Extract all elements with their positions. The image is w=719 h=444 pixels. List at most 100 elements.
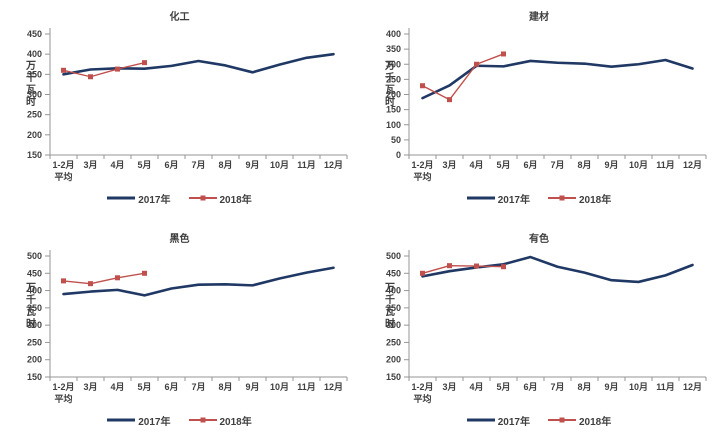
x-tick-label: 5月 [137, 160, 151, 170]
legend-label-2018: 2018年 [579, 416, 612, 428]
x-tick-label: 9月 [245, 160, 259, 170]
y-tick-label: 200 [386, 355, 401, 365]
y-axis-label-char: 瓦 [385, 306, 395, 318]
y-tick-label: 150 [386, 105, 401, 115]
x-tick-label: 7月 [191, 160, 205, 170]
x-tick-label: 3月 [442, 382, 456, 392]
chart-title: 黑色 [169, 234, 190, 245]
x-tick-label: 平均 [413, 171, 431, 182]
x-tick-label: 平均 [54, 171, 72, 182]
y-tick-label: 150 [386, 372, 401, 382]
chart-title: 有色 [529, 234, 549, 245]
series-line-2018年 [421, 264, 505, 274]
y-tick-label: 250 [27, 110, 42, 120]
y-tick-label: 350 [386, 303, 401, 313]
chart-panel-chemical: 化工 万千瓦时 150 200 250 300 350 400 450 1-2月 平均 3月 4月 5… [0, 0, 359, 222]
legend-label-2018: 2018年 [579, 194, 612, 206]
series-marker-2018年 [115, 66, 120, 72]
series-marker-2018年 [501, 264, 506, 270]
y-tick-label: 400 [386, 286, 401, 296]
series-marker-2018年 [420, 270, 425, 276]
y-tick-label: 150 [27, 150, 42, 160]
x-tick-label: 平均 [54, 393, 72, 404]
chart-legend: 2017年 2018年 [359, 410, 719, 430]
x-tick-label: 1-2月 [52, 382, 74, 392]
legend-item-2018: 2018年 [548, 191, 611, 206]
y-tick-label: 400 [27, 286, 42, 296]
y-tick-label: 250 [386, 337, 401, 347]
chart-title: 建材 [529, 12, 549, 23]
legend-label-2018: 2018年 [219, 194, 252, 206]
chart-title: 化工 [169, 12, 190, 23]
y-axis-label: 万千瓦时 [26, 283, 36, 331]
y-tick-label: 450 [386, 268, 401, 278]
y-tick-label: 450 [27, 29, 42, 39]
x-tick-label: 10月 [629, 382, 648, 392]
legend-line-2017-icon [107, 416, 136, 425]
series-marker-2018年 [88, 281, 93, 287]
legend-line-2017-icon [466, 416, 495, 425]
y-axis-label-char: 万 [385, 60, 395, 72]
series-marker-2018年 [474, 263, 479, 269]
x-tick-label: 6月 [523, 382, 537, 392]
x-tick-label: 11月 [656, 160, 675, 170]
x-tick-label: 6月 [164, 160, 178, 170]
y-tick-label: 300 [386, 59, 401, 69]
y-tick-label: 400 [27, 49, 42, 59]
y-tick-label: 300 [27, 320, 42, 330]
series-marker-2018年 [61, 278, 66, 284]
series-marker-2018年 [447, 263, 452, 269]
x-tick-label: 4月 [110, 160, 124, 170]
series-line-2017年 [62, 266, 335, 297]
legend-label-2017: 2017年 [138, 194, 171, 206]
y-axis-label-char: 千 [26, 294, 36, 306]
x-tick-label: 11月 [297, 160, 316, 170]
series-marker-2018年 [420, 83, 425, 89]
y-tick-label: 300 [27, 90, 42, 100]
x-tick-label: 7月 [550, 160, 564, 170]
y-axis-label-char: 千 [385, 294, 395, 306]
legend-item-2017: 2017年 [107, 413, 171, 428]
series-line-2018年 [421, 53, 505, 101]
legend-line-2018-icon [188, 194, 217, 203]
legend-item-2018: 2018年 [188, 413, 252, 428]
series-line-2018年 [62, 61, 146, 78]
x-tick-label: 1-2月 [52, 160, 74, 170]
legend-label-2017: 2017年 [497, 194, 530, 206]
y-axis-label-char: 千 [385, 72, 395, 84]
y-tick-label: 200 [386, 90, 401, 100]
x-tick-label: 10月 [629, 160, 648, 170]
y-axis-label-char: 万 [385, 282, 395, 294]
y-axis-label: 万千瓦时 [26, 61, 36, 109]
series-marker-2018年 [115, 275, 120, 281]
y-axis-label-char: 瓦 [26, 84, 36, 96]
x-tick-label: 12月 [324, 160, 343, 170]
legend-line-2017-icon [107, 194, 136, 203]
series-marker-2018年 [61, 67, 66, 73]
x-tick-label: 11月 [656, 382, 675, 392]
x-tick-label: 4月 [469, 160, 483, 170]
chart-panel-nonferrous: 有色 万千瓦时 150 200 250 300 350 400 450 500 1-2月 平均 3月… [359, 222, 719, 444]
x-tick-label: 8月 [218, 382, 232, 392]
y-axis-label-char: 时 [385, 318, 395, 330]
legend-line-2017-icon [466, 194, 495, 203]
x-tick-label: 10月 [270, 382, 289, 392]
y-tick-label: 200 [27, 130, 42, 140]
series-marker-2018年 [501, 51, 506, 57]
y-axis-label-char: 万 [26, 60, 36, 72]
x-tick-label: 12月 [683, 382, 702, 392]
y-axis-label: 万千瓦时 [385, 61, 395, 109]
y-axis-label-char: 时 [385, 96, 395, 108]
series-line-2017年 [421, 58, 694, 100]
x-tick-label: 6月 [523, 160, 537, 170]
y-tick-label: 300 [386, 320, 401, 330]
y-tick-label: 0 [396, 150, 401, 160]
x-tick-label: 5月 [496, 382, 510, 392]
legend-item-2017: 2017年 [466, 191, 530, 206]
x-tick-label: 3月 [442, 160, 456, 170]
y-axis-label-char: 瓦 [26, 306, 36, 318]
series-marker-2018年 [88, 74, 93, 80]
x-tick-label: 12月 [683, 160, 702, 170]
legend-label-2017: 2017年 [138, 416, 171, 428]
x-tick-label: 6月 [164, 382, 178, 392]
